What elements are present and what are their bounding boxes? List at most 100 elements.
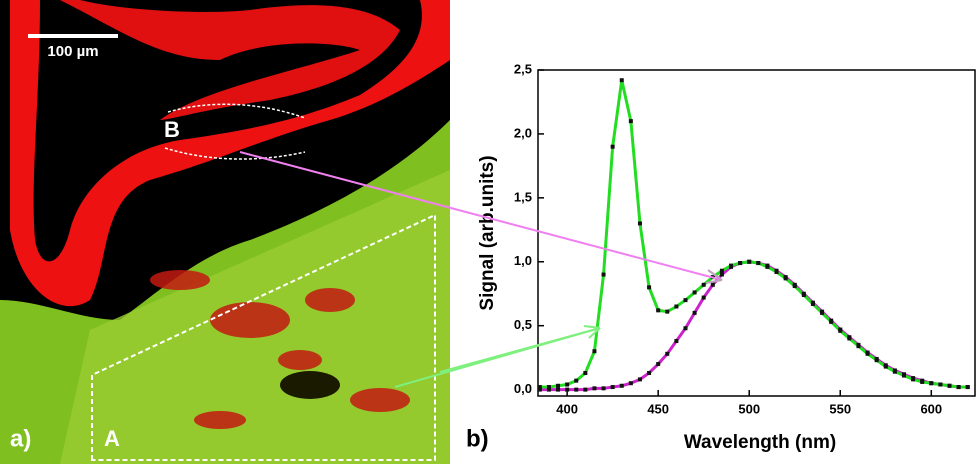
data-point (628, 119, 633, 124)
data-point (556, 383, 561, 388)
data-point (938, 382, 943, 387)
data-point (774, 269, 779, 274)
panel-label: a) (10, 425, 31, 452)
red-fibers (150, 270, 410, 429)
micrograph: 100 µm B A a) (0, 0, 450, 464)
data-point (665, 351, 670, 356)
data-point (565, 382, 570, 387)
x-tick-label: 500 (738, 401, 760, 416)
data-point (901, 373, 906, 378)
y-tick-label: 0,0 (514, 381, 532, 396)
series-line (539, 79, 968, 389)
vessel (280, 371, 340, 399)
data-point (546, 385, 551, 390)
data-point (792, 284, 797, 289)
data-point (874, 358, 879, 363)
data-point (692, 290, 697, 295)
data-point (883, 364, 888, 369)
data-point (556, 387, 561, 392)
data-point (801, 293, 806, 298)
data-point (619, 383, 624, 388)
data-point (738, 261, 743, 266)
data-point (683, 326, 688, 331)
data-point (892, 369, 897, 374)
data-point (583, 370, 588, 375)
data-point (656, 362, 661, 367)
data-point (765, 264, 770, 269)
data-point (647, 370, 652, 375)
data-point (865, 351, 870, 356)
data-point (610, 385, 615, 390)
data-point (692, 310, 697, 315)
data-point (574, 378, 579, 383)
x-tick-label: 600 (920, 401, 942, 416)
data-point (583, 387, 588, 392)
data-point (546, 387, 551, 392)
panel-label: b) (466, 425, 489, 452)
data-point (701, 295, 706, 300)
plot-frame (537, 69, 976, 397)
data-point (920, 379, 925, 384)
data-point (574, 387, 579, 392)
data-point (619, 78, 624, 83)
stratum-corneum (60, 0, 400, 120)
data-point (701, 282, 706, 287)
data-point (637, 221, 642, 226)
data-point (637, 377, 642, 382)
arrow-head (583, 325, 601, 339)
data-point (820, 310, 825, 315)
x-tick-label: 550 (829, 401, 851, 416)
y-axis-label: Signal (arb.units) (477, 155, 498, 310)
arrow (239, 151, 723, 281)
data-point (683, 298, 688, 303)
data-point (856, 344, 861, 349)
data-point (674, 304, 679, 309)
data-point (965, 385, 970, 390)
data-point (747, 259, 752, 264)
data-point (537, 387, 542, 392)
data-point (729, 263, 734, 268)
data-point (947, 383, 952, 388)
epidermis (10, 0, 450, 307)
region-label: B (164, 117, 180, 142)
data-point (783, 276, 788, 281)
y-tick-label: 1,5 (514, 189, 532, 204)
data-point (929, 381, 934, 386)
data-point (628, 381, 633, 386)
data-point (592, 386, 597, 391)
data-point (829, 319, 834, 324)
region-a (91, 213, 436, 461)
data-point (565, 387, 570, 392)
data-point (810, 301, 815, 306)
region-b-bottom (164, 147, 306, 160)
region-label: A (104, 426, 120, 451)
data-point (719, 268, 724, 273)
arrow-head (705, 269, 723, 284)
arrow (439, 327, 601, 373)
data-point (956, 385, 961, 390)
data-point (537, 385, 542, 390)
data-point (601, 386, 606, 391)
data-point (710, 282, 715, 287)
data-point (756, 261, 761, 266)
data-point (610, 144, 615, 149)
data-point (592, 349, 597, 354)
data-point (911, 377, 916, 382)
x-axis-label: Wavelength (nm) (684, 432, 836, 453)
data-point (719, 272, 724, 277)
x-tick-label: 400 (556, 401, 578, 416)
y-tick-label: 0,5 (514, 317, 532, 332)
data-point (838, 328, 843, 333)
x-tick-label: 450 (647, 401, 669, 416)
plot: 400 450 500 550 600 0,0 0,5 1,0 1,5 2,0 2,5 Wavelen… (477, 61, 976, 453)
y-tick-label: 2,0 (514, 125, 532, 140)
data-point (674, 339, 679, 344)
data-point (665, 309, 670, 314)
data-point (601, 272, 606, 277)
y-tick-label: 2,5 (514, 61, 532, 76)
scale-label: 100 µm (47, 43, 98, 60)
y-tick-label: 1,0 (514, 253, 532, 268)
data-point (656, 308, 661, 313)
